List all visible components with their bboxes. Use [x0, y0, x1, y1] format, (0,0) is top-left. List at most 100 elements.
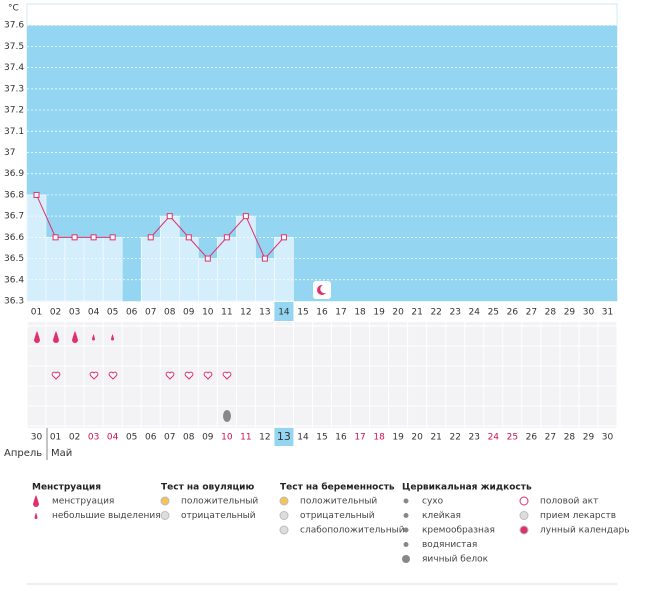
cycle-day: 08: [183, 433, 195, 443]
bar: [83, 237, 104, 302]
cycle-day: 13: [277, 430, 291, 443]
cycle-day: 18: [373, 433, 385, 443]
point: [242, 213, 249, 220]
x-tick-label: 04: [88, 308, 100, 318]
cycle-day: 16: [335, 433, 347, 443]
cycle-day: 07: [164, 433, 175, 443]
legend-icon: [279, 511, 289, 520]
legend-icon: [33, 495, 39, 507]
cycle-day: 09: [202, 433, 214, 443]
x-tick-label: 12: [240, 308, 251, 318]
x-tick-label: 21: [411, 308, 422, 318]
y-tick-label: 36.4: [4, 275, 24, 285]
bar: [217, 237, 237, 302]
bar: [64, 237, 85, 302]
plot-background: [27, 25, 617, 301]
legend-icon: [160, 496, 170, 506]
intercourse-icons: [51, 371, 232, 380]
x-tick-label: 25: [488, 308, 499, 318]
cycle-day: 10: [221, 433, 233, 443]
y-tick-label: 37.2: [4, 106, 24, 116]
point: [185, 234, 192, 241]
x-tick-label: 17: [335, 308, 346, 318]
point: [52, 234, 59, 241]
egg-white-icon: [223, 410, 231, 422]
cycle-day: 03: [88, 433, 99, 443]
legend-icon: [34, 512, 38, 519]
cycle-day: 30: [602, 433, 614, 443]
legend-icon: [279, 525, 289, 535]
legend-icon: [403, 513, 409, 518]
legend-title: Тест на беременность: [280, 482, 395, 493]
cycle-day: 15: [316, 433, 327, 443]
legend-icon: [403, 498, 409, 504]
cycle-day: 11: [240, 433, 251, 443]
x-tick-label: 27: [526, 308, 537, 318]
legend-title: Менструация: [32, 483, 101, 493]
month-label: Май: [51, 448, 72, 459]
y-tick-label: 37: [4, 148, 15, 158]
y-tick-label: 36.6: [4, 233, 24, 243]
cycle-day: 26: [526, 433, 538, 443]
legend-item: слабоположительный: [300, 526, 405, 536]
x-tick-label: 26: [507, 308, 519, 318]
legend-item: кремообразная: [422, 526, 495, 536]
x-tick-label: 28: [545, 308, 557, 318]
legend-icon: [519, 511, 529, 520]
legend-icon: [279, 496, 289, 506]
legend-item: отрицательный: [300, 511, 375, 521]
point: [223, 234, 230, 241]
y-tick-label: 36.8: [4, 190, 24, 200]
cycle-day: 25: [507, 433, 518, 443]
legend-item: менструация: [52, 497, 114, 507]
bar: [140, 237, 161, 302]
point: [280, 234, 287, 241]
cycle-day: 21: [430, 433, 441, 443]
y-tick-label: 36.7: [4, 212, 24, 222]
cycle-day: 27: [545, 433, 556, 443]
x-tick-label: 23: [449, 308, 460, 318]
x-tick-label: 03: [69, 308, 80, 318]
x-tick-label: 10: [202, 308, 214, 318]
y-tick-label: 37.4: [4, 63, 24, 73]
y-unit: °C: [8, 4, 19, 14]
bar: [274, 237, 294, 302]
menstruation-icons: [34, 331, 114, 343]
legend-item: яичный белок: [422, 555, 489, 565]
x-tick-label: 01: [31, 308, 42, 318]
point: [109, 234, 116, 241]
legend-icon: [403, 542, 409, 547]
point: [33, 191, 40, 198]
x-tick-label: 20: [392, 308, 404, 318]
x-tick-label: 24: [469, 308, 481, 318]
point: [204, 255, 211, 262]
point: [261, 255, 268, 262]
cycle-day: 12: [259, 433, 270, 443]
cycle-day: 01: [50, 433, 61, 443]
cycle-day: 20: [411, 433, 423, 443]
cycle-day: 29: [583, 433, 595, 443]
y-tick-label: 37.1: [4, 127, 24, 137]
legend-icon: [519, 496, 529, 506]
y-tick-label: 36.5: [4, 254, 24, 264]
legend-item: отрицательный: [181, 511, 256, 521]
cycle-day: 17: [354, 433, 365, 443]
cycle-day: 24: [488, 433, 500, 443]
x-tick-label: 11: [221, 308, 232, 318]
legend-item: положительный: [300, 497, 377, 507]
x-tick-label: 02: [50, 308, 61, 318]
month-label: Апрель: [4, 448, 42, 459]
x-tick-label: 29: [564, 308, 576, 318]
legend-item: водянистая: [422, 540, 477, 550]
marks-area: [27, 322, 617, 428]
legend-item: половой акт: [540, 497, 598, 507]
x-tick-label: 18: [354, 308, 366, 318]
point: [166, 213, 173, 220]
legend-item: прием лекарств: [540, 511, 616, 521]
legend-title: Тест на овуляцию: [161, 483, 254, 493]
x-tick-label: 22: [430, 308, 441, 318]
y-tick-label: 37.6: [4, 21, 24, 31]
legend-icon: [519, 525, 529, 535]
legend-item: небольшие выделения: [52, 511, 161, 521]
